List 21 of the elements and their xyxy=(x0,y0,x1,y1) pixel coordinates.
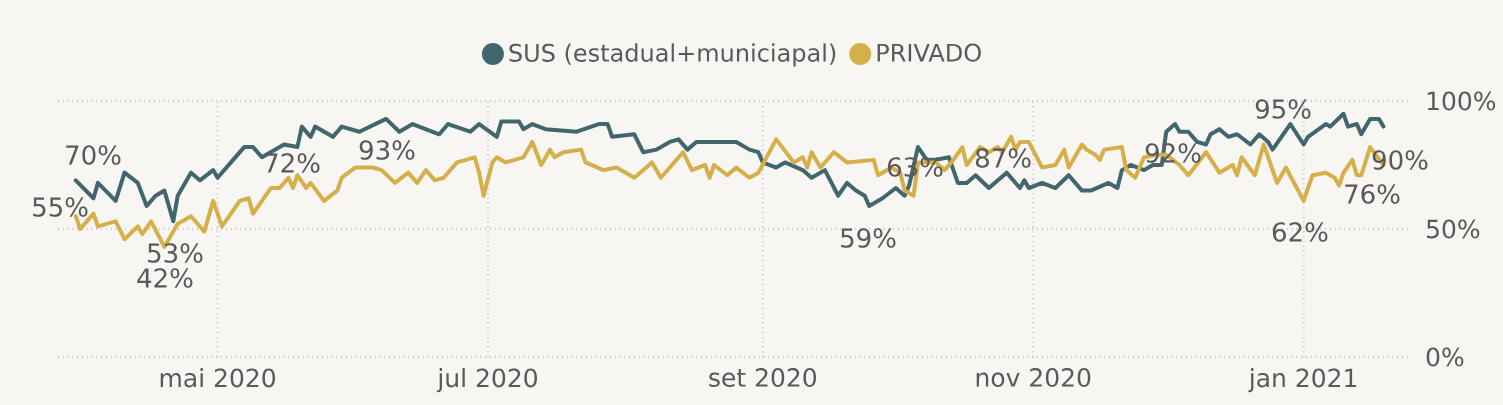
annotation: 55% xyxy=(33,197,88,217)
annotation: 70% xyxy=(66,145,121,165)
x-tick-label: nov 2020 xyxy=(976,368,1091,387)
legend-label: SUS (estadual+municiapal) xyxy=(509,43,836,67)
annotation: 87% xyxy=(975,148,1031,168)
x-tick-label: jan 2021 xyxy=(1248,368,1357,393)
x-tick-label: mai 2020 xyxy=(160,368,275,388)
y-tick-label: 0% xyxy=(1426,347,1464,367)
annotation: 76% xyxy=(1345,184,1400,204)
annotation: 93% xyxy=(359,140,415,160)
legend-label: PRIVADO xyxy=(877,43,981,62)
x-tick-label: jul 2020 xyxy=(436,368,537,393)
x-tick-label: set 2020 xyxy=(709,368,816,387)
annotation: 62% xyxy=(1272,222,1328,242)
annotation: 42% xyxy=(137,268,193,288)
annotation: 95% xyxy=(1255,99,1311,119)
annotation: 59% xyxy=(841,228,896,248)
annotation: 72% xyxy=(265,153,320,173)
annotation: 53% xyxy=(148,243,203,263)
y-tick-label: 50% xyxy=(1426,219,1480,239)
y-tick-label: 100% xyxy=(1427,91,1496,111)
